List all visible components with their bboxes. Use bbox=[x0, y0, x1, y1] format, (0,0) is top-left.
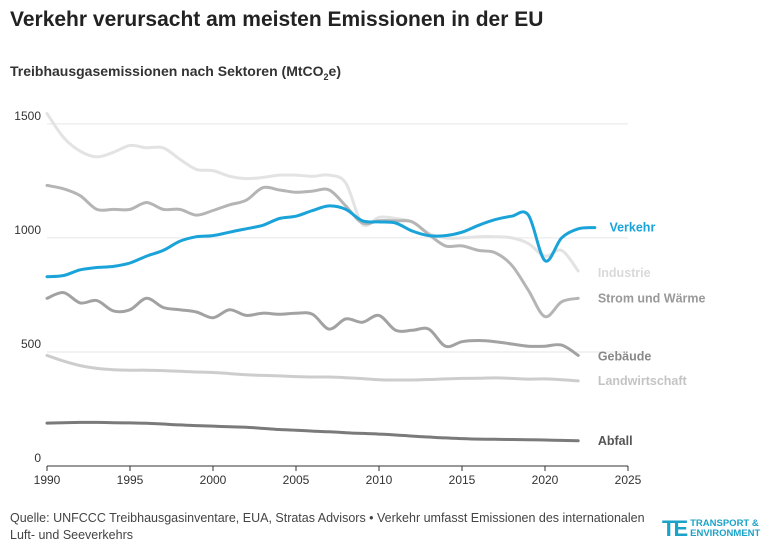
logo-line2: ENVIRONMENT bbox=[690, 528, 761, 539]
series-line-gebäude bbox=[45, 291, 580, 357]
series-line-abfall bbox=[45, 420, 580, 443]
series-line-strom-und-wärme bbox=[45, 183, 580, 319]
x-axis: 1990 1995 2000 2005 2010 2015 2020 2025 bbox=[34, 465, 642, 487]
logo-mark: TE bbox=[662, 516, 688, 541]
series-label-gebäude: Gebäude bbox=[598, 350, 652, 364]
gridlines bbox=[47, 123, 628, 353]
y-tick-label-1: 500 bbox=[21, 337, 41, 351]
x-tick-label-2: 2000 bbox=[200, 473, 227, 487]
source-note: Quelle: UNFCCC Treibhausgasinventare, EU… bbox=[10, 511, 645, 542]
logo-line1: TRANSPORT & bbox=[690, 518, 759, 529]
x-tick-label-3: 2005 bbox=[283, 473, 310, 487]
chart-title: Verkehr verursacht am meisten Emissionen… bbox=[10, 8, 544, 31]
subtitle-unit-end: e) bbox=[328, 63, 341, 79]
series-label-abfall: Abfall bbox=[598, 434, 633, 448]
series-label-strom-und-wärme: Strom und Wärme bbox=[598, 291, 706, 305]
x-tick-label-6: 2020 bbox=[532, 473, 559, 487]
y-tick-label-3: 1500 bbox=[14, 109, 41, 123]
x-tick-label-1: 1995 bbox=[117, 473, 144, 487]
subtitle-subscript: 2 bbox=[323, 71, 329, 82]
chart-subtitle: Treibhausgasemissionen nach Sektoren (Mt… bbox=[10, 63, 341, 82]
series-lines bbox=[45, 112, 597, 443]
series-line-industrie bbox=[45, 112, 580, 273]
x-tick-label-5: 2015 bbox=[449, 473, 476, 487]
transport-environment-logo: TE TRANSPORT & ENVIRONMENT bbox=[662, 516, 760, 542]
series-label-landwirtschaft: Landwirtschaft bbox=[598, 374, 688, 388]
y-tick-label-0: 0 bbox=[34, 451, 41, 465]
series-line-landwirtschaft bbox=[45, 353, 580, 383]
series-line-verkehr bbox=[45, 204, 597, 279]
logo-text: TRANSPORT & ENVIRONMENT bbox=[690, 519, 760, 539]
line-chart: 0 500 1000 1500 1990 1995 2000 2005 2010 2015 202… bbox=[14, 109, 706, 487]
x-tick-label-0: 1990 bbox=[34, 473, 61, 487]
x-tick-label-4: 2010 bbox=[366, 473, 393, 487]
series-labels: Verkehr Industrie Strom und Wärme Gebäude La… bbox=[598, 221, 706, 448]
series-label-industrie: Industrie bbox=[598, 266, 651, 280]
series-label-verkehr: Verkehr bbox=[609, 221, 655, 235]
y-tick-label-2: 1000 bbox=[14, 223, 41, 237]
y-axis-ticks: 0 500 1000 1500 bbox=[14, 109, 41, 465]
subtitle-text: Treibhausgasemissionen nach Sektoren (Mt… bbox=[10, 63, 324, 79]
x-tick-label-7: 2025 bbox=[615, 473, 642, 487]
